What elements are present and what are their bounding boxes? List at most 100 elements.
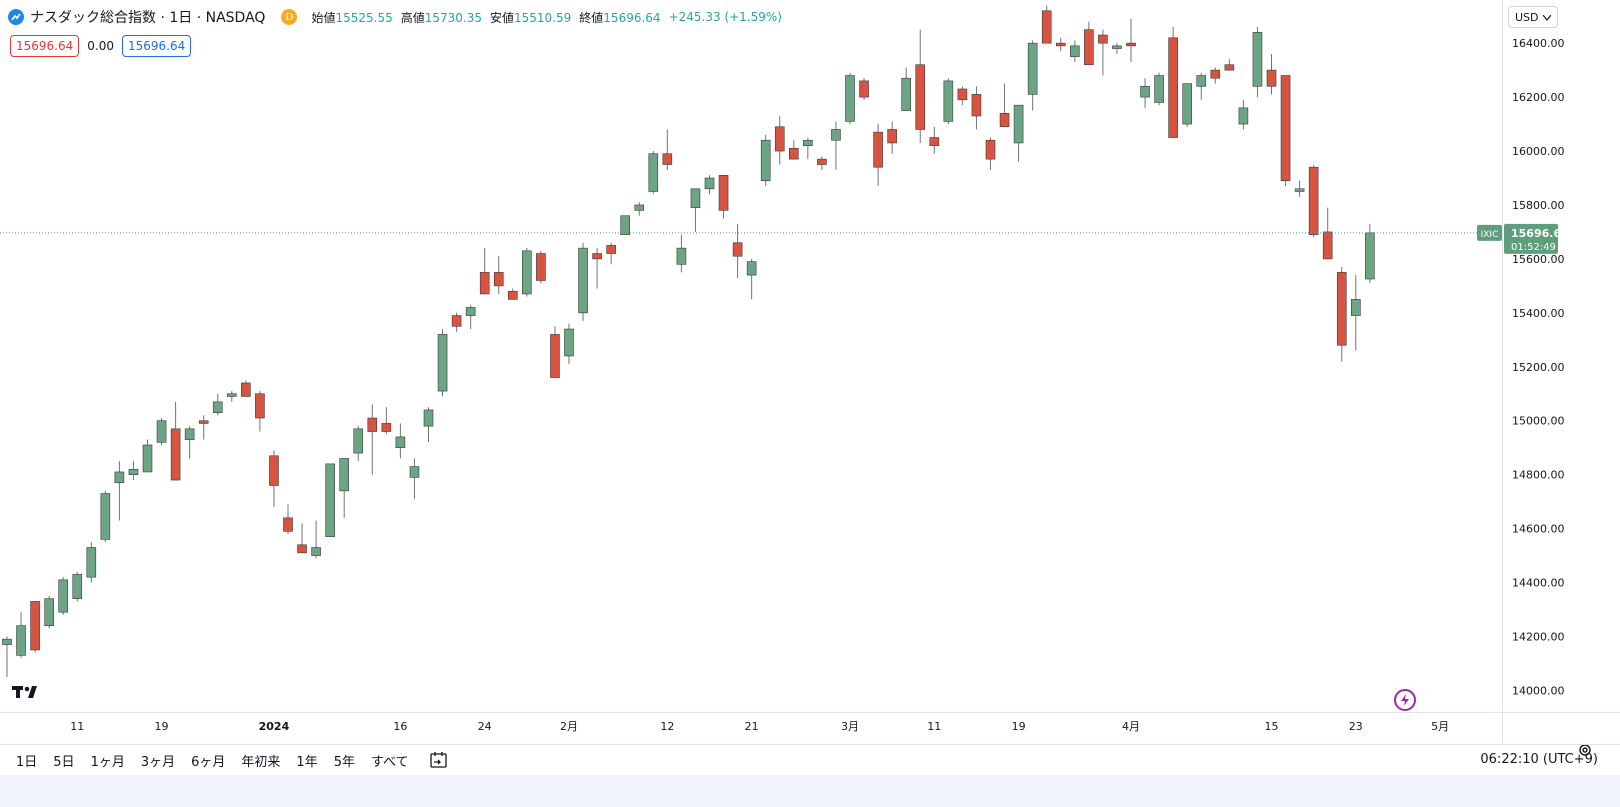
- last-price-group: IXIC 15696.64 01:52:49: [0, 223, 1569, 254]
- candle-up: [1182, 83, 1192, 125]
- price-tick-label: 15000.00: [1512, 415, 1565, 428]
- price-tick-label: 15600.00: [1512, 253, 1565, 266]
- candle-up: [339, 458, 350, 492]
- last-price-tag-value: 15696.64: [1511, 227, 1569, 240]
- range-ytd-button[interactable]: 年初来: [241, 754, 281, 770]
- candle-down: [1168, 37, 1178, 138]
- candle-down: [1224, 64, 1235, 71]
- symbol-logo-icon[interactable]: [8, 9, 24, 25]
- candle-up: [634, 204, 645, 211]
- range-5d-button[interactable]: 5日: [53, 754, 75, 770]
- range-1d-button[interactable]: 1日: [16, 754, 38, 770]
- currency-selector[interactable]: USD: [1508, 6, 1558, 28]
- candle-down: [999, 112, 1010, 128]
- time-tick-label: 16: [393, 720, 407, 733]
- range-1m-button[interactable]: 1ヶ月: [90, 754, 125, 770]
- candle-up: [353, 428, 364, 454]
- candle-down: [451, 315, 462, 327]
- time-tick-label: 5月: [1431, 720, 1449, 733]
- candle-up: [1252, 32, 1263, 87]
- time-tick-label: 19: [155, 720, 169, 733]
- candle-down: [479, 272, 490, 295]
- candle-down: [1055, 42, 1066, 47]
- range-all-button[interactable]: すべて: [370, 754, 409, 770]
- candle-up: [676, 247, 687, 265]
- range-3m-button[interactable]: 3ヶ月: [140, 754, 176, 770]
- candle-down: [929, 137, 940, 146]
- price-tick-label: 16400.00: [1512, 37, 1565, 50]
- price-tick-label: 15800.00: [1512, 199, 1565, 212]
- bid-ask-row: 15696.64 0.00 15696.64: [10, 35, 192, 57]
- calendar-goto-icon[interactable]: [429, 750, 449, 770]
- candle-down: [367, 417, 378, 432]
- candle-down: [1098, 34, 1108, 44]
- candle-down: [550, 334, 560, 378]
- open-label: 始値: [311, 10, 336, 25]
- buy-price-button[interactable]: 15696.64: [121, 35, 192, 57]
- candle-down: [269, 455, 279, 486]
- candle-down: [887, 129, 897, 144]
- candle-up: [44, 598, 54, 626]
- lightning-icon[interactable]: [1394, 689, 1416, 711]
- close-value: 15696.64: [603, 10, 661, 25]
- candle-up: [100, 493, 111, 540]
- price-tick-label: 14000.00: [1512, 684, 1565, 697]
- candle-up: [1112, 45, 1122, 49]
- candle-up: [423, 409, 434, 427]
- candle-down: [592, 253, 602, 260]
- tradingview-logo-icon[interactable]: [12, 684, 44, 704]
- range-1y-button[interactable]: 1年: [296, 754, 318, 770]
- range-6m-button[interactable]: 6ヶ月: [191, 754, 226, 770]
- candle-up: [227, 393, 237, 397]
- candle-down: [971, 94, 982, 117]
- candle-down: [30, 601, 40, 651]
- candle-up: [1365, 232, 1375, 280]
- candle-down: [255, 393, 265, 419]
- ohlc-close: 終値15696.64: [579, 9, 660, 26]
- candle-up: [156, 420, 167, 443]
- candle-down: [283, 517, 293, 532]
- candle-up: [128, 468, 139, 475]
- candle-down: [170, 428, 181, 481]
- candle-up: [311, 547, 321, 556]
- time-axis[interactable]: 11 19 2024 16 24 2月 12 21 3月 11 19 4月 15 23 5月: [70, 720, 1449, 733]
- candle-down: [718, 175, 729, 211]
- candle-up: [1140, 86, 1150, 98]
- candle-up: [325, 463, 335, 537]
- candle-down: [1280, 75, 1291, 181]
- bar-countdown: 01:52:49: [1511, 242, 1556, 253]
- sell-price-button[interactable]: 15696.64: [10, 35, 80, 57]
- clock-timezone[interactable]: 06:22:10 (UTC+9): [1480, 752, 1598, 767]
- candle-up: [760, 139, 771, 181]
- candle-down: [873, 131, 883, 168]
- spread-value: 0.00: [87, 39, 114, 53]
- candle-down: [1266, 69, 1277, 87]
- candle-up: [845, 75, 855, 122]
- candle-down: [859, 80, 869, 98]
- candle-up: [943, 80, 954, 122]
- candle-down: [198, 420, 209, 424]
- price-axis[interactable]: 14000.00 14200.00 14400.00 14600.00 14800.00…: [1512, 37, 1565, 697]
- open-value: 15525.55: [335, 10, 393, 25]
- ohlc-high: 高値15730.35: [401, 9, 482, 26]
- candle-down: [1308, 166, 1319, 235]
- candle-up: [465, 307, 476, 316]
- close-label: 終値: [579, 10, 604, 25]
- range-5y-button[interactable]: 5年: [333, 754, 355, 770]
- symbol-header: ナスダック総合指数 · 1日 · NASDAQ D 始値15525.55 高値1…: [8, 6, 782, 28]
- gear-icon[interactable]: [1578, 742, 1592, 761]
- candle-up: [72, 574, 83, 600]
- currency-label: USD: [1515, 11, 1539, 24]
- symbol-title[interactable]: ナスダック総合指数 · 1日 · NASDAQ: [30, 10, 266, 26]
- candle-up: [831, 129, 841, 141]
- candle-up: [648, 153, 659, 192]
- candle-up: [578, 247, 588, 314]
- time-tick-label: 19: [1012, 720, 1026, 733]
- candle-down: [1041, 10, 1052, 44]
- candle-up: [212, 401, 223, 413]
- bottom-panel-gap: [0, 775, 1620, 807]
- delayed-data-badge[interactable]: D: [281, 9, 298, 25]
- candle-up: [2, 638, 12, 645]
